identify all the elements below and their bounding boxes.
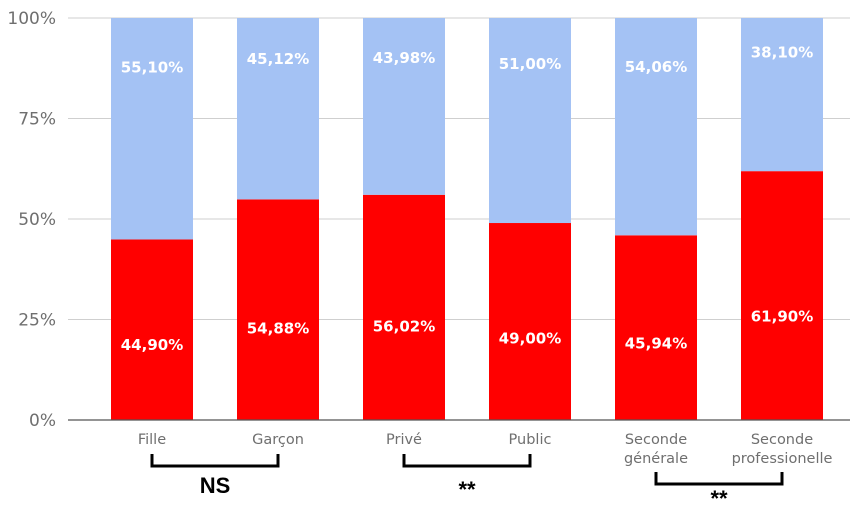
bar-segment-blue (489, 18, 571, 224)
data-label: 56,02% (373, 317, 435, 335)
bar-segment-blue (615, 18, 697, 236)
data-label: 45,94% (625, 334, 687, 352)
data-label: 38,10% (751, 44, 813, 62)
category-label: Fille (138, 432, 166, 448)
significance-label: ** (458, 477, 476, 502)
category-label: Public (509, 432, 552, 448)
category-label: Garçon (252, 432, 304, 448)
data-labels: 44,90% 55,10% 54,88% 45,12% 56,02% 43,98% 49,0… (121, 44, 813, 354)
gridlines (68, 17, 850, 320)
data-label: 54,88% (247, 319, 309, 337)
bar-segment-blue (741, 18, 823, 172)
y-tick-label: 0% (29, 411, 56, 431)
y-tick-label: 75% (18, 110, 56, 130)
significance-brackets: NS ** ** (150, 454, 784, 508)
bar-segment-blue (363, 18, 445, 195)
y-axis-ticks: 0% 25% 50% 75% 100% (7, 9, 56, 431)
bar-segment-red (363, 194, 445, 420)
category-labels: Fille Garçon Privé Public Seconde générale Sec… (138, 432, 833, 467)
bar-segment-blue (237, 18, 319, 200)
category-label: Seconde (751, 432, 813, 448)
category-label: professionelle (732, 451, 833, 467)
data-label: 54,06% (625, 58, 687, 76)
bar-segment-red (615, 235, 697, 420)
bar-segment-blue (111, 18, 193, 240)
data-label: 61,90% (751, 307, 813, 325)
y-tick-label: 25% (18, 311, 56, 331)
bar-segment-red (237, 199, 319, 420)
bar-segment-red (489, 223, 571, 420)
data-label: 49,00% (499, 329, 561, 347)
bar-segment-red (741, 171, 823, 420)
category-label: Privé (386, 432, 422, 448)
y-tick-label: 100% (7, 9, 56, 29)
category-label: Seconde (625, 432, 687, 448)
significance-bracket (654, 472, 784, 486)
data-label: 44,90% (121, 336, 183, 354)
data-label: 45,12% (247, 50, 309, 68)
y-tick-label: 50% (18, 210, 56, 230)
data-label: 51,00% (499, 55, 561, 73)
data-label: 43,98% (373, 49, 435, 67)
significance-bracket (402, 454, 532, 468)
bars (111, 18, 823, 420)
data-label: 55,10% (121, 59, 183, 77)
significance-bracket (150, 454, 280, 468)
bar-segment-red (111, 239, 193, 420)
significance-label: ** (710, 486, 728, 508)
significance-label: NS (200, 473, 231, 498)
category-label: générale (624, 451, 688, 467)
